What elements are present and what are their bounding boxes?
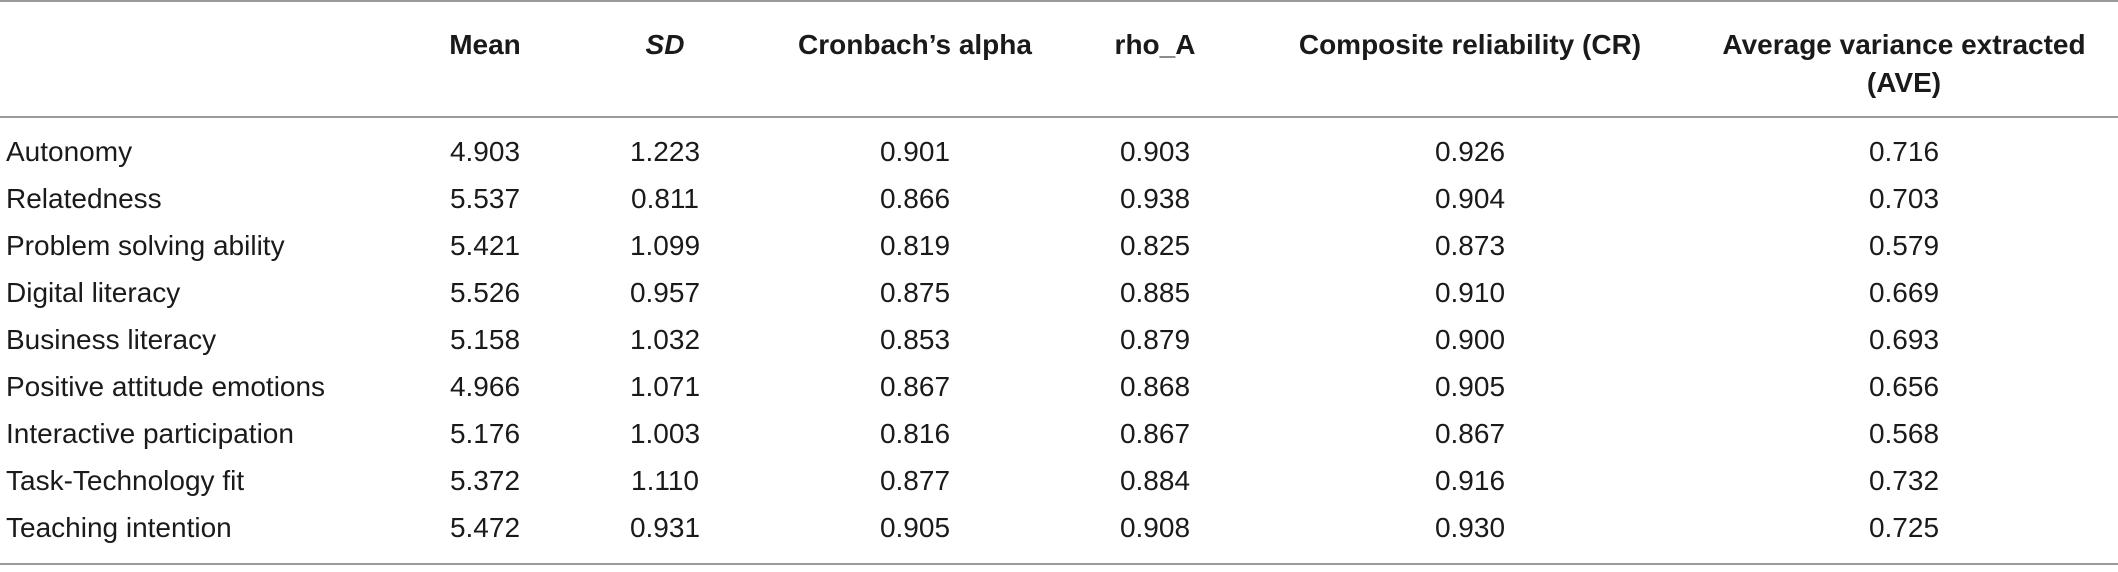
cell-sd: 0.811: [631, 183, 699, 214]
row-label: Digital literacy: [6, 277, 181, 308]
cell-composite-reliability: 0.900: [1434, 324, 1506, 355]
cell-mean: 5.372: [449, 465, 521, 496]
cell-ave: 0.693: [1868, 324, 1940, 355]
row-label: Problem solving ability: [6, 230, 285, 261]
cell-mean: 5.526: [449, 277, 521, 308]
row-label: Business literacy: [6, 324, 217, 355]
cell-composite-reliability: 0.930: [1434, 512, 1506, 543]
cell-rho-a: 0.884: [1119, 465, 1191, 496]
cell-cronbach-alpha: 0.877: [879, 465, 951, 496]
cell-cronbach-alpha: 0.816: [879, 418, 951, 449]
cell-composite-reliability: 0.867: [1434, 418, 1506, 449]
row-label: Task-Technology fit: [6, 465, 245, 496]
cell-sd: 1.003: [629, 418, 701, 449]
table-row: Task-Technology fit 5.372 1.110 0.877 0.884 0…: [0, 457, 2118, 504]
table-row: Autonomy 4.903 1.223 0.901 0.903 0.926 0.716: [0, 117, 2118, 175]
row-label: Interactive participation: [6, 418, 294, 449]
cell-sd: 1.223: [629, 136, 701, 167]
cell-mean: 5.421: [449, 230, 521, 261]
header-composite-reliability: Composite reliability (CR): [1298, 29, 1642, 60]
cell-cronbach-alpha: 0.905: [879, 512, 951, 543]
table-bottom-rule: [0, 563, 2118, 565]
cell-mean: 4.903: [449, 136, 521, 167]
header-row: Mean SD Cronbach’s alpha rho_A Composite…: [0, 1, 2118, 117]
cell-composite-reliability: 0.916: [1434, 465, 1506, 496]
cell-mean: 5.176: [449, 418, 521, 449]
table-row: Interactive participation 5.176 1.003 0.816…: [0, 410, 2118, 457]
cell-cronbach-alpha: 0.819: [879, 230, 951, 261]
cell-mean: 5.472: [449, 512, 521, 543]
cell-sd: 0.931: [629, 512, 701, 543]
cell-sd: 1.071: [629, 371, 701, 402]
cell-cronbach-alpha: 0.875: [879, 277, 951, 308]
cell-ave: 0.579: [1868, 230, 1940, 261]
cell-composite-reliability: 0.905: [1434, 371, 1506, 402]
cell-ave: 0.732: [1868, 465, 1940, 496]
table-row: Teaching intention 5.472 0.931 0.905 0.908 0.…: [0, 504, 2118, 563]
cell-rho-a: 0.908: [1119, 512, 1191, 543]
cell-composite-reliability: 0.873: [1434, 230, 1506, 261]
row-label: Autonomy: [6, 136, 133, 167]
cell-mean: 5.158: [449, 324, 521, 355]
cell-ave: 0.716: [1868, 136, 1940, 167]
header-sd: SD: [645, 29, 685, 60]
cell-composite-reliability: 0.910: [1434, 277, 1506, 308]
cell-ave: 0.656: [1868, 371, 1940, 402]
cell-sd: 1.032: [629, 324, 701, 355]
cell-cronbach-alpha: 0.867: [879, 371, 951, 402]
cell-mean: 5.537: [449, 183, 521, 214]
cell-cronbach-alpha: 0.901: [879, 136, 951, 167]
header-mean: Mean: [449, 29, 521, 60]
cell-rho-a: 0.867: [1119, 418, 1191, 449]
cell-cronbach-alpha: 0.866: [879, 183, 951, 214]
header-construct: [0, 1, 410, 117]
cell-sd: 1.099: [629, 230, 701, 261]
cell-sd: 1.110: [631, 465, 699, 496]
cell-rho-a: 0.885: [1119, 277, 1191, 308]
cell-ave: 0.568: [1868, 418, 1940, 449]
cell-rho-a: 0.825: [1119, 230, 1191, 261]
table-row: Digital literacy 5.526 0.957 0.875 0.885 0.91…: [0, 269, 2118, 316]
header-rho-a: rho_A: [1114, 29, 1196, 60]
cell-rho-a: 0.879: [1119, 324, 1191, 355]
row-label: Relatedness: [6, 183, 162, 214]
cell-ave: 0.703: [1868, 183, 1940, 214]
table-row: Problem solving ability 5.421 1.099 0.819 0.…: [0, 222, 2118, 269]
table-row: Relatedness 5.537 0.811 0.866 0.938 0.904 0.70…: [0, 175, 2118, 222]
cell-mean: 4.966: [449, 371, 521, 402]
cell-rho-a: 0.868: [1119, 371, 1191, 402]
table-header: Mean SD Cronbach’s alpha rho_A Composite…: [0, 1, 2118, 117]
cell-rho-a: 0.938: [1119, 183, 1191, 214]
row-label: Positive attitude emotions: [6, 371, 326, 402]
table-row: Positive attitude emotions 4.966 1.071 0.86…: [0, 363, 2118, 410]
cell-rho-a: 0.903: [1119, 136, 1191, 167]
header-ave: Average variance extracted (AVE): [1722, 29, 2086, 98]
header-cronbach-alpha: Cronbach’s alpha: [798, 29, 1032, 60]
cell-composite-reliability: 0.926: [1434, 136, 1506, 167]
cell-ave: 0.669: [1868, 277, 1940, 308]
cell-composite-reliability: 0.904: [1434, 183, 1506, 214]
cell-ave: 0.725: [1868, 512, 1940, 543]
cell-cronbach-alpha: 0.853: [879, 324, 951, 355]
row-label: Teaching intention: [6, 512, 232, 543]
table-body: Autonomy 4.903 1.223 0.901 0.903 0.926 0.716 Re…: [0, 117, 2118, 563]
cell-sd: 0.957: [629, 277, 701, 308]
table-row: Business literacy 5.158 1.032 0.853 0.879 0.9…: [0, 316, 2118, 363]
